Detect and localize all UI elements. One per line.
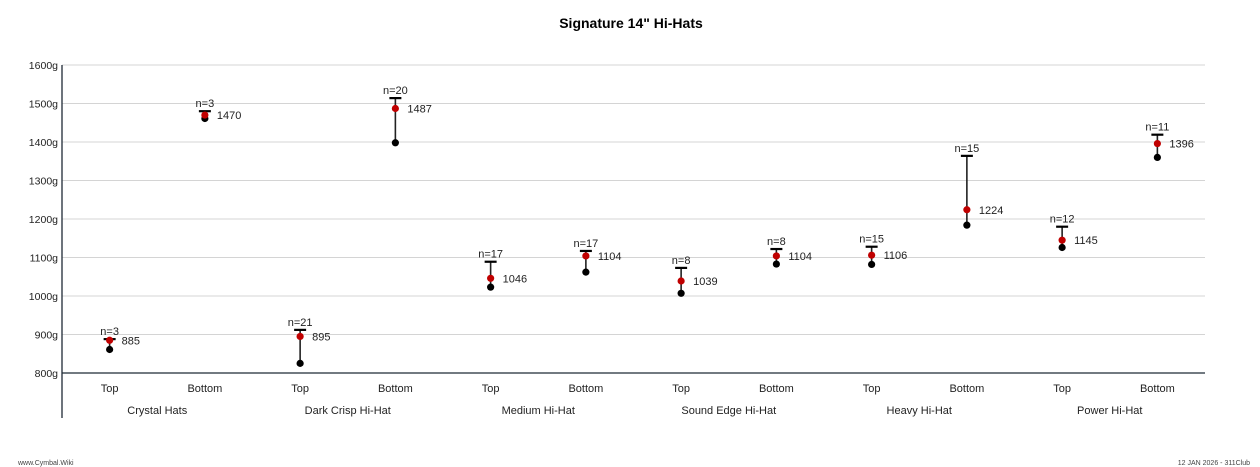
average-point: [963, 206, 971, 214]
n-label: n=17: [478, 249, 503, 261]
average-point: [677, 277, 685, 285]
min-point: [677, 289, 685, 297]
average-point: [296, 332, 304, 341]
average-point: [582, 252, 590, 260]
y-tick-label: 1200g: [29, 214, 58, 226]
value-label: 885: [122, 335, 140, 347]
x-tick-label: Top: [101, 383, 119, 395]
value-label: 1396: [1169, 139, 1193, 151]
y-tick-label: 800g: [35, 368, 59, 380]
group-label: Sound Edge Hi-Hat: [681, 405, 776, 417]
x-tick-label: Bottom: [187, 383, 222, 395]
group-label: Heavy Hi-Hat: [887, 405, 952, 417]
y-tick-label: 1400g: [29, 137, 58, 149]
y-tick-label: 1000g: [29, 291, 58, 303]
y-tick-label: 1600g: [29, 60, 58, 72]
footer-left: www.Cymbal.Wiki: [17, 460, 74, 467]
value-label: 1224: [979, 205, 1003, 217]
n-label: n=15: [859, 234, 884, 246]
n-label: n=8: [767, 236, 786, 248]
min-point: [772, 260, 780, 268]
n-label: n=3: [100, 326, 119, 338]
x-tick-label: Top: [672, 383, 690, 395]
y-tick-label: 1500g: [29, 99, 58, 111]
x-tick-label: Top: [863, 383, 881, 395]
average-point: [1153, 139, 1161, 148]
value-label: 1487: [407, 104, 431, 116]
min-point: [582, 268, 590, 276]
average-point: [772, 252, 780, 260]
group-label: Crystal Hats: [127, 405, 187, 417]
min-point: [1153, 153, 1161, 161]
x-tick-label: Top: [291, 383, 309, 395]
x-tick-label: Bottom: [759, 383, 794, 395]
average-point: [487, 274, 495, 282]
min-point: [963, 221, 971, 229]
value-label: 1145: [1074, 235, 1098, 247]
value-label: 1039: [693, 276, 717, 288]
average-point: [106, 336, 114, 344]
n-label: n=17: [573, 238, 598, 250]
average-point: [1058, 236, 1066, 244]
average-point: [391, 104, 399, 113]
value-label: 1104: [598, 251, 622, 263]
min-point: [868, 260, 876, 269]
y-tick-label: 1100g: [30, 253, 59, 265]
min-point: [487, 283, 495, 291]
value-label: 895: [312, 331, 330, 343]
y-tick-label: 1300g: [29, 176, 58, 188]
footer-right: 12 JAN 2026 - 311Club: [1178, 460, 1250, 467]
min-point: [391, 139, 399, 147]
min-point: [106, 345, 114, 354]
n-label: n=8: [672, 255, 691, 267]
average-point: [201, 111, 209, 119]
value-label: 1046: [503, 273, 527, 285]
x-tick-label: Bottom: [949, 383, 984, 395]
value-label: 1104: [788, 251, 812, 263]
n-label: n=12: [1050, 214, 1075, 226]
min-point: [296, 359, 304, 367]
group-label: Dark Crisp Hi-Hat: [305, 405, 391, 417]
x-tick-label: Bottom: [378, 383, 413, 395]
y-tick-label: 900g: [35, 330, 59, 342]
x-tick-label: Bottom: [1140, 383, 1175, 395]
chart-title: Signature 14" Hi-Hats: [559, 15, 703, 31]
group-label: Power Hi-Hat: [1077, 405, 1142, 417]
x-tick-label: Top: [482, 383, 500, 395]
n-label: n=3: [196, 98, 215, 110]
average-point: [868, 251, 876, 259]
n-label: n=20: [383, 85, 408, 97]
min-point: [1058, 243, 1066, 252]
value-label: 1470: [217, 110, 241, 122]
n-label: n=11: [1145, 122, 1169, 134]
x-tick-label: Top: [1053, 383, 1071, 395]
n-label: n=15: [954, 143, 979, 155]
n-label: n=21: [288, 317, 313, 329]
group-label: Medium Hi-Hat: [502, 405, 575, 417]
x-tick-label: Bottom: [568, 383, 603, 395]
value-label: 1106: [884, 250, 908, 262]
